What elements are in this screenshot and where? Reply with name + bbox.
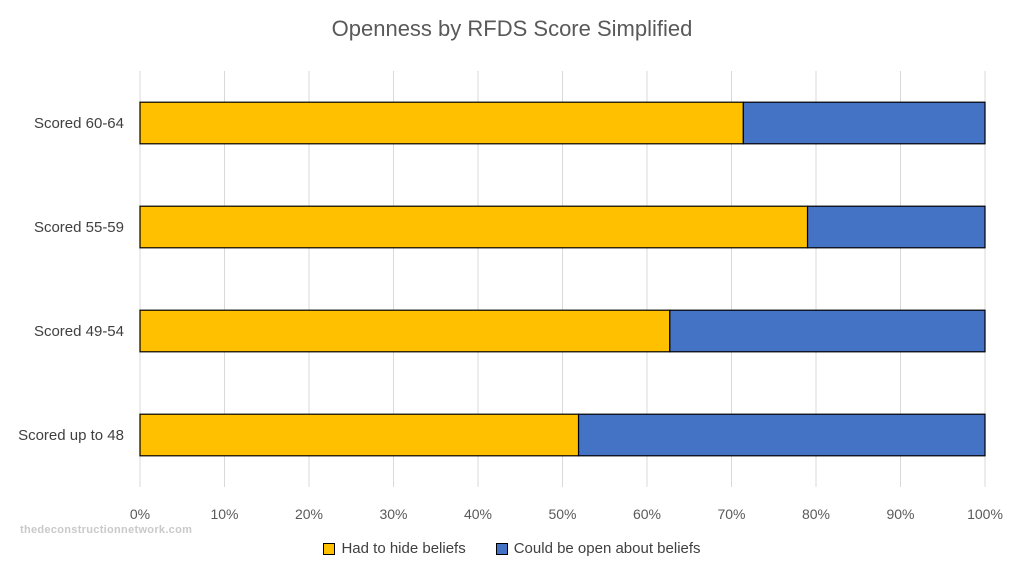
x-tick-label: 20% <box>295 506 323 522</box>
bar-segment <box>742 101 986 145</box>
y-category-label: Scored 55-59 <box>34 219 124 236</box>
x-tick-label: 40% <box>464 506 492 522</box>
x-tick-label: 80% <box>802 506 830 522</box>
y-category-label: Scored 49-54 <box>34 323 124 340</box>
chart-title: Openness by RFDS Score Simplified <box>331 16 693 41</box>
x-tick-label: 0% <box>130 506 150 522</box>
legend-item-open: Could be open about beliefs <box>495 540 701 557</box>
legend-item-hide: Had to hide beliefs <box>323 540 466 557</box>
bar-segment <box>139 101 744 145</box>
bar-segment <box>669 309 986 353</box>
x-tick-label: 50% <box>548 506 576 522</box>
bar-segment <box>577 413 986 457</box>
legend-swatch-hide <box>323 542 336 555</box>
legend-label-open: Could be open about beliefs <box>513 540 701 557</box>
bar-segment <box>139 309 671 353</box>
legend: Had to hide beliefs Could be open about … <box>0 540 1024 557</box>
x-tick-label: 10% <box>210 506 238 522</box>
bar-segment <box>806 205 986 249</box>
x-tick-label: 90% <box>886 506 914 522</box>
bar-segment <box>139 413 580 457</box>
x-tick-label: 30% <box>379 506 407 522</box>
legend-label-hide: Had to hide beliefs <box>341 540 466 557</box>
watermark: thedeconstructionnetwork.com <box>20 524 193 536</box>
x-tick-label: 70% <box>717 506 745 522</box>
x-tick-label: 60% <box>633 506 661 522</box>
y-category-label: Scored up to 48 <box>18 427 124 444</box>
bar-segment <box>139 205 809 249</box>
y-category-label: Scored 60-64 <box>34 115 124 132</box>
legend-swatch-open <box>495 542 508 555</box>
x-tick-label: 100% <box>967 506 1003 522</box>
